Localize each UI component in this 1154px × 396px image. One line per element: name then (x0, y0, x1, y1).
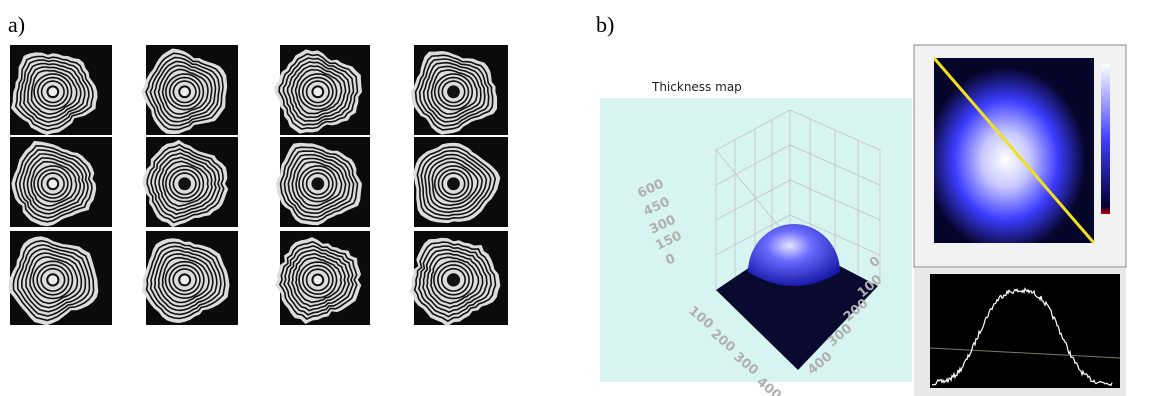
fringe-core (179, 178, 190, 189)
fringe-images (9, 45, 508, 326)
fringe-core (312, 86, 323, 97)
fringe-core (47, 86, 58, 97)
panel-label: a) (8, 12, 25, 37)
fringe-core (448, 178, 459, 189)
fringe-core (179, 274, 190, 285)
fringe-core (47, 274, 58, 285)
fringe-core (179, 86, 190, 97)
fringe-core (312, 274, 323, 285)
fringe-core (448, 86, 459, 97)
panel-label: b) (596, 12, 614, 37)
fringe-core (448, 274, 459, 285)
colorbar (1101, 64, 1110, 214)
fringe-core (312, 178, 323, 189)
figure: a) b) Thickness map 60045030015001002003… (0, 0, 1154, 396)
fringe-core (47, 178, 58, 189)
plot-background (600, 98, 912, 382)
plot-title: Thickness map (651, 80, 742, 94)
